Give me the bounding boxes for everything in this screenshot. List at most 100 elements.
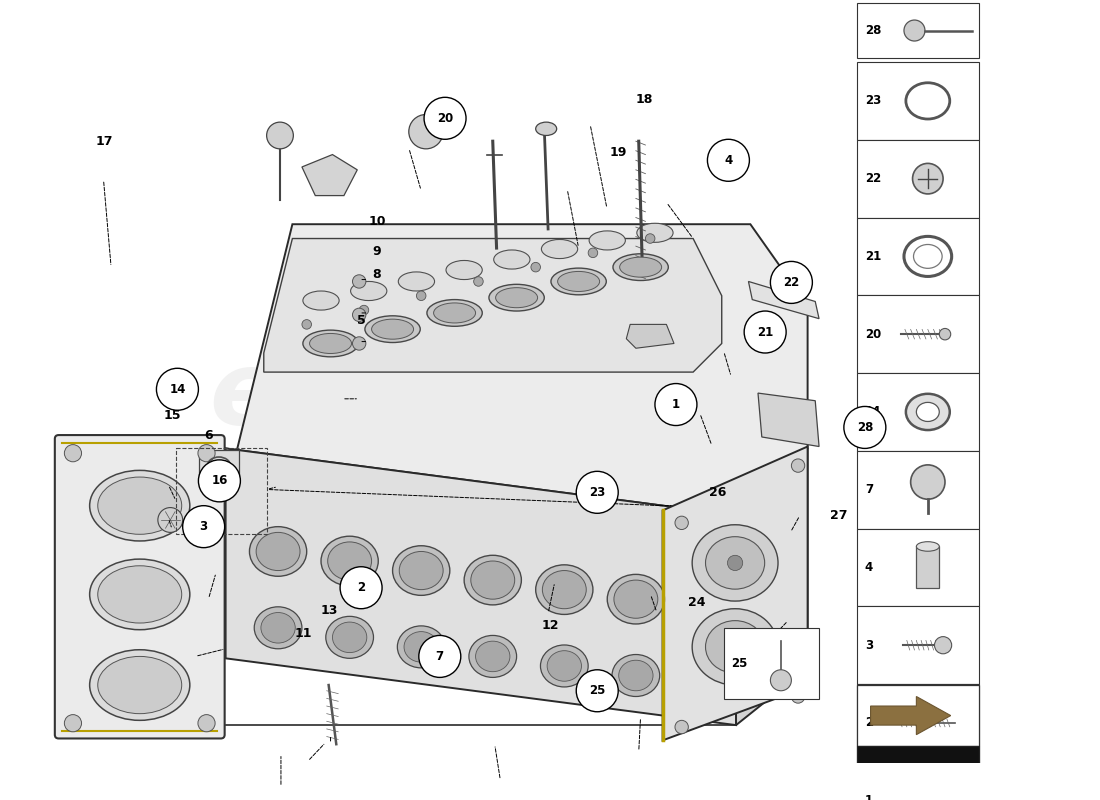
Text: 22: 22 <box>865 172 881 185</box>
Ellipse shape <box>488 284 544 311</box>
Circle shape <box>301 320 311 329</box>
Ellipse shape <box>612 654 660 697</box>
Text: 6: 6 <box>205 429 213 442</box>
Circle shape <box>425 98 466 139</box>
Bar <box>857 746 979 796</box>
Text: 17: 17 <box>96 134 112 148</box>
Circle shape <box>770 670 791 690</box>
Bar <box>857 685 979 746</box>
Text: 25: 25 <box>732 657 748 670</box>
Text: 27: 27 <box>829 509 847 522</box>
Ellipse shape <box>542 570 586 609</box>
Circle shape <box>791 690 805 703</box>
Bar <box>857 373 979 451</box>
Text: a passion for excellence since 1985: a passion for excellence since 1985 <box>308 481 582 496</box>
Ellipse shape <box>920 774 936 782</box>
Polygon shape <box>758 393 820 446</box>
Text: 3: 3 <box>865 638 873 652</box>
Circle shape <box>158 507 183 532</box>
Circle shape <box>935 637 952 654</box>
Text: 16: 16 <box>211 474 228 487</box>
Bar <box>920 778 936 800</box>
Ellipse shape <box>607 574 664 624</box>
Text: 14: 14 <box>169 382 186 396</box>
Circle shape <box>198 714 216 732</box>
Ellipse shape <box>98 566 182 623</box>
Text: 7: 7 <box>436 650 444 663</box>
Circle shape <box>939 329 950 340</box>
Ellipse shape <box>302 330 359 357</box>
Bar <box>857 62 979 140</box>
Ellipse shape <box>446 261 482 279</box>
Ellipse shape <box>469 635 517 678</box>
Ellipse shape <box>89 650 190 720</box>
Ellipse shape <box>590 231 626 250</box>
Circle shape <box>646 234 654 243</box>
Circle shape <box>911 465 945 499</box>
Circle shape <box>588 248 597 258</box>
Circle shape <box>417 291 426 301</box>
Circle shape <box>352 337 366 350</box>
FancyBboxPatch shape <box>55 435 224 738</box>
Ellipse shape <box>618 660 653 690</box>
Circle shape <box>65 714 81 732</box>
Polygon shape <box>226 449 736 725</box>
Circle shape <box>65 445 81 462</box>
Bar <box>857 295 979 373</box>
Text: 28: 28 <box>865 24 881 37</box>
Circle shape <box>360 306 368 315</box>
Text: 24: 24 <box>689 597 706 610</box>
Circle shape <box>913 163 943 194</box>
Bar <box>857 606 979 684</box>
Circle shape <box>198 445 216 462</box>
Bar <box>857 3 979 58</box>
Text: 23: 23 <box>865 94 881 107</box>
Text: 22: 22 <box>783 276 800 289</box>
Text: 3: 3 <box>199 520 208 533</box>
Ellipse shape <box>254 607 301 649</box>
Polygon shape <box>626 324 674 348</box>
Bar <box>857 140 979 218</box>
Ellipse shape <box>637 223 673 242</box>
Text: 21: 21 <box>865 250 881 263</box>
Ellipse shape <box>256 532 300 570</box>
Ellipse shape <box>98 657 182 714</box>
Circle shape <box>474 277 483 286</box>
Ellipse shape <box>536 122 557 135</box>
Ellipse shape <box>261 613 295 643</box>
Bar <box>724 628 820 699</box>
Polygon shape <box>301 154 358 195</box>
Circle shape <box>727 555 742 570</box>
Circle shape <box>352 308 366 322</box>
Ellipse shape <box>351 282 387 301</box>
Ellipse shape <box>332 622 366 653</box>
Ellipse shape <box>475 641 510 672</box>
Bar <box>857 684 979 762</box>
Polygon shape <box>662 446 807 740</box>
Circle shape <box>576 471 618 514</box>
Text: 19: 19 <box>609 146 627 159</box>
Ellipse shape <box>250 526 307 576</box>
Text: 18: 18 <box>636 93 653 106</box>
Text: 1: 1 <box>865 794 873 800</box>
Circle shape <box>770 262 813 303</box>
Text: 20: 20 <box>865 328 881 341</box>
Ellipse shape <box>619 257 661 277</box>
Text: 103 04: 103 04 <box>887 762 950 780</box>
Ellipse shape <box>916 402 939 422</box>
Text: 23: 23 <box>590 486 605 499</box>
Bar <box>199 450 239 481</box>
Ellipse shape <box>705 537 764 589</box>
Circle shape <box>576 670 618 712</box>
Text: 20: 20 <box>437 112 453 125</box>
Ellipse shape <box>321 536 378 586</box>
Circle shape <box>654 383 697 426</box>
Ellipse shape <box>547 650 582 682</box>
Ellipse shape <box>471 561 515 599</box>
Circle shape <box>791 459 805 472</box>
Text: 10: 10 <box>368 215 386 228</box>
Ellipse shape <box>365 316 420 342</box>
Bar <box>857 218 979 295</box>
Text: 25: 25 <box>588 684 605 698</box>
Ellipse shape <box>551 268 606 295</box>
